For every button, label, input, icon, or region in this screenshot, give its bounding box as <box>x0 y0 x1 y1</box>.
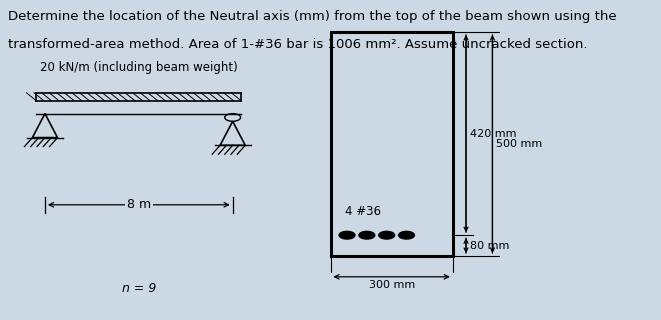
Text: n = 9: n = 9 <box>122 282 156 294</box>
Text: 80 mm: 80 mm <box>470 241 510 251</box>
Circle shape <box>379 231 395 239</box>
Text: 420 mm: 420 mm <box>470 129 516 139</box>
Text: 500 mm: 500 mm <box>496 139 543 149</box>
Text: 4 #36: 4 #36 <box>345 205 381 218</box>
Text: 8 m: 8 m <box>127 198 151 211</box>
Text: 20 kN/m (including beam weight): 20 kN/m (including beam weight) <box>40 60 238 74</box>
Text: transformed-area method. Area of 1-#36 bar is 1006 mm². Assume uncracked section: transformed-area method. Area of 1-#36 b… <box>8 38 588 52</box>
Circle shape <box>399 231 414 239</box>
Circle shape <box>339 231 355 239</box>
Circle shape <box>359 231 375 239</box>
Text: 300 mm: 300 mm <box>369 280 414 290</box>
Text: Determine the location of the Neutral axis (mm) from the top of the beam shown u: Determine the location of the Neutral ax… <box>8 10 617 23</box>
